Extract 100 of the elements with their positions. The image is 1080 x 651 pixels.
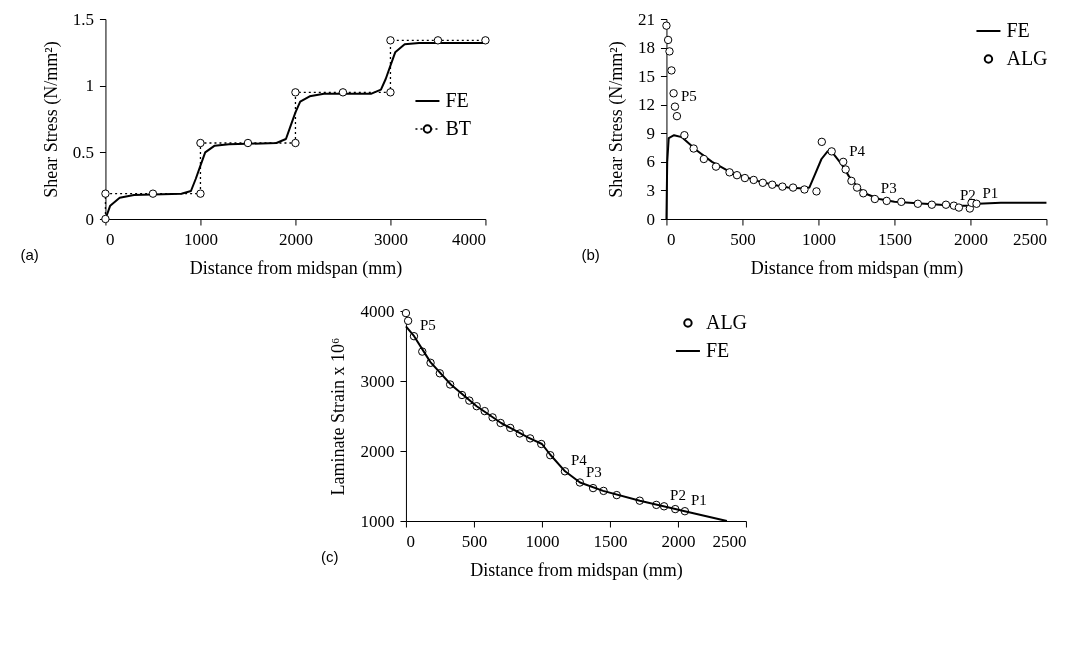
point (812, 187, 821, 196)
legend-label: ALG (1006, 47, 1048, 69)
point (386, 36, 395, 45)
x-tick-label: 2000 (661, 531, 696, 551)
point (669, 89, 678, 98)
y-tick-label: 21 (637, 9, 655, 29)
y-tick-label: 6 (646, 152, 655, 172)
point (768, 180, 777, 189)
point (689, 144, 698, 153)
point (680, 130, 689, 140)
point (778, 182, 787, 191)
point (386, 88, 395, 97)
y-tick-label: 15 (637, 66, 655, 86)
x-axis-title: Distance from midspan (mm) (750, 257, 964, 279)
y-tick-label: 4000 (360, 301, 395, 321)
x-tick-label: 1500 (877, 229, 912, 249)
y-tick-label: 1 (85, 76, 94, 96)
y-axis-title: Shear Stress (N/mm²) (605, 41, 627, 198)
x-tick-label: 0 (105, 229, 115, 249)
point (481, 36, 490, 45)
x-tick-label: 0 (666, 229, 676, 249)
point (839, 157, 848, 167)
y-tick-label: 12 (637, 95, 655, 115)
x-tick-label: 2000 (953, 229, 988, 249)
point (291, 88, 300, 97)
y-axis-title: Shear Stress (N/mm²) (40, 41, 62, 198)
y-tick-label: 1.5 (72, 9, 94, 29)
point (740, 173, 750, 183)
x-tick-label: 1500 (593, 531, 628, 551)
point (913, 199, 923, 208)
point (663, 35, 673, 45)
legend-label: FE (445, 89, 469, 111)
x-tick-label: 4000 (451, 229, 486, 249)
x-tick-label: 2500 (1012, 229, 1047, 249)
annotation: P5 (680, 87, 697, 104)
point (882, 196, 891, 206)
point (699, 154, 709, 164)
point (870, 194, 880, 204)
point (847, 176, 856, 186)
x-tick-label: 500 (730, 229, 756, 249)
x-tick-label: 3000 (373, 229, 408, 249)
y-tick-label: 2000 (360, 441, 395, 461)
annotation: P3 (880, 180, 897, 196)
y-tick-label: 0 (646, 209, 655, 229)
point (859, 189, 868, 198)
annotation: P2 (959, 186, 976, 203)
point (711, 162, 721, 171)
annotation: P5 (419, 317, 436, 334)
point (291, 138, 300, 148)
y-tick-label: 0.5 (72, 142, 94, 162)
point (243, 138, 253, 148)
point (827, 147, 836, 156)
x-tick-label: 2500 (712, 531, 747, 551)
annotation: P1 (690, 492, 707, 509)
y-tick-label: 3000 (360, 371, 395, 391)
point (941, 200, 951, 209)
x-axis-title: Distance from midspan (mm) (470, 559, 683, 581)
point (196, 189, 205, 198)
text: (b) (581, 246, 600, 263)
x-tick-label: 500 (461, 531, 488, 551)
point (101, 189, 110, 198)
point (148, 189, 158, 198)
y-tick-label: 9 (646, 123, 655, 143)
point (196, 138, 205, 148)
annotation: P1 (982, 184, 999, 201)
legend-label: ALG (705, 311, 748, 333)
y-tick-label: 0 (85, 209, 94, 229)
point (749, 175, 758, 185)
point (725, 168, 734, 177)
y-tick-label: 3 (646, 180, 655, 200)
x-tick-label: 1000 (183, 229, 218, 249)
point (665, 47, 674, 56)
point (927, 200, 937, 209)
point (338, 88, 348, 97)
point (852, 183, 862, 192)
legend-label: FE (1006, 19, 1030, 41)
point (672, 111, 682, 121)
x-axis-title: Distance from midspan (mm) (189, 257, 403, 279)
point (817, 137, 826, 147)
point (732, 170, 742, 180)
x-tick-label: 1000 (525, 531, 560, 551)
point (800, 185, 809, 194)
y-tick-label: 18 (637, 38, 655, 58)
text: (a) (20, 246, 39, 263)
annotation: P4 (849, 142, 866, 159)
x-tick-label: 2000 (278, 229, 313, 249)
point (433, 36, 443, 45)
x-tick-label: 0 (406, 531, 415, 551)
point (667, 66, 676, 75)
text: (c) (320, 548, 339, 565)
y-tick-label: 1000 (360, 511, 395, 531)
point (758, 178, 768, 188)
x-tick-label: 1000 (801, 229, 836, 249)
annotation: P3 (585, 463, 602, 480)
point (788, 183, 798, 192)
point (897, 197, 906, 207)
point (972, 199, 981, 208)
point (670, 102, 680, 111)
y-axis-title: Laminate Strain x 10⁶ (328, 337, 349, 496)
legend-label: FE (705, 339, 730, 361)
